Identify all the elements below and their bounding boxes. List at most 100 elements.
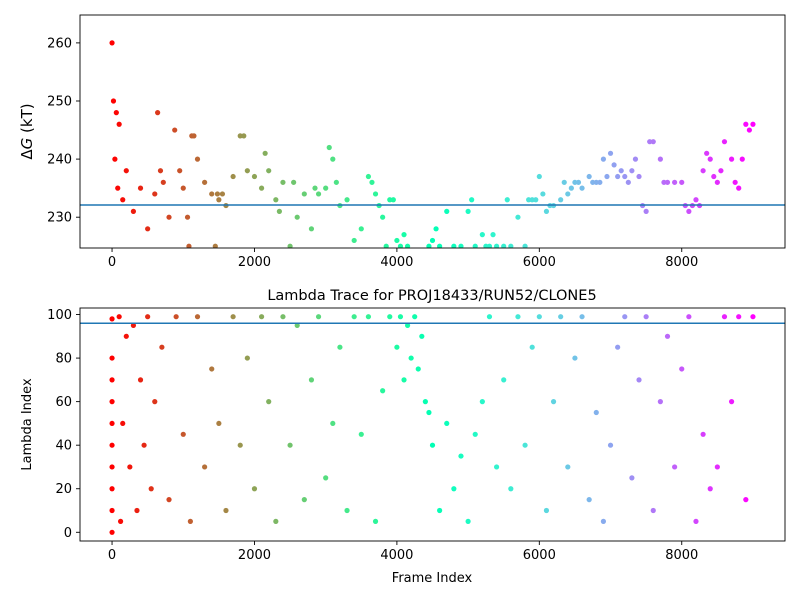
data-point: [115, 185, 121, 191]
data-point: [465, 518, 471, 525]
data-point: [404, 243, 411, 248]
data-point: [394, 237, 400, 244]
data-point: [166, 214, 172, 220]
data-point: [422, 399, 428, 405]
x-tick-label: 2000: [238, 548, 271, 563]
data-point: [280, 314, 286, 320]
data-point: [130, 208, 137, 214]
data-point: [330, 420, 336, 427]
data-point: [312, 185, 318, 191]
data-point: [444, 420, 450, 427]
data-point: [344, 197, 350, 203]
data-point: [219, 191, 226, 197]
data-point: [177, 168, 183, 174]
data-point: [273, 518, 279, 525]
data-point: [191, 133, 197, 139]
data-point: [522, 442, 528, 448]
data-point: [743, 497, 749, 503]
delta-g-x-ticks: 0 2000 4000 6000 8000: [108, 248, 698, 270]
data-point: [301, 497, 307, 503]
data-point: [486, 314, 493, 320]
y-tick-label: 250: [47, 94, 72, 109]
data-point: [565, 191, 571, 197]
data-point: [344, 507, 350, 514]
lambda-trace-chart: Lambda Trace for PROJ18433/RUN52/CLONE5 …: [20, 288, 786, 586]
data-point: [308, 226, 315, 232]
data-point: [180, 431, 186, 437]
data-point: [401, 377, 407, 383]
data-point: [636, 173, 642, 180]
data-point: [586, 173, 592, 180]
data-point: [664, 179, 671, 185]
data-point: [358, 431, 364, 437]
data-point: [351, 314, 357, 320]
y-tick-label: 80: [55, 352, 72, 367]
data-point: [112, 156, 118, 162]
data-point: [526, 197, 532, 203]
data-point: [746, 127, 752, 133]
data-point: [444, 208, 450, 214]
data-point: [433, 226, 439, 232]
data-point: [451, 486, 457, 492]
data-point: [700, 431, 706, 437]
data-point: [739, 156, 745, 162]
data-point: [657, 399, 663, 405]
data-point: [486, 243, 493, 248]
data-point: [127, 464, 133, 470]
data-point: [120, 420, 126, 427]
data-point: [615, 344, 621, 350]
data-point: [241, 133, 247, 139]
data-point: [187, 518, 193, 525]
data-point: [568, 185, 574, 191]
data-point: [736, 185, 742, 191]
data-point: [728, 399, 735, 405]
data-point: [607, 150, 614, 156]
data-point: [593, 179, 599, 185]
data-point: [458, 243, 464, 248]
data-point: [622, 173, 628, 180]
data-point: [109, 486, 115, 492]
x-tick-label: 0: [108, 255, 116, 270]
data-point: [686, 208, 692, 214]
data-point: [116, 314, 122, 320]
lambda-trace-title: Lambda Trace for PROJ18433/RUN52/CLONE5: [267, 288, 596, 304]
data-point: [113, 110, 119, 116]
data-point: [287, 442, 293, 448]
data-point: [693, 197, 699, 203]
data-point: [117, 518, 124, 525]
data-point: [472, 243, 478, 248]
data-point: [294, 214, 300, 220]
data-point: [679, 366, 685, 372]
data-point: [693, 518, 699, 525]
data-point: [479, 399, 485, 405]
data-point: [358, 226, 364, 232]
data-point: [116, 121, 122, 127]
data-point: [110, 98, 117, 104]
data-point: [262, 150, 268, 156]
data-point: [504, 197, 510, 203]
y-tick-label: 40: [55, 439, 72, 454]
data-point: [244, 355, 250, 361]
lambda-axes-frame: [79, 307, 786, 542]
data-point: [301, 191, 307, 197]
data-point: [141, 442, 147, 448]
data-point: [657, 156, 663, 162]
data-point: [212, 243, 218, 248]
data-point: [266, 168, 272, 174]
data-point: [159, 344, 165, 350]
data-point: [365, 173, 372, 180]
data-point: [180, 185, 186, 191]
data-point: [323, 475, 329, 481]
data-point: [479, 232, 485, 238]
data-point: [251, 486, 258, 492]
data-point: [273, 197, 279, 203]
data-point: [383, 243, 389, 248]
data-point: [372, 191, 379, 197]
data-point: [258, 185, 265, 191]
data-point: [230, 173, 236, 180]
data-point: [686, 314, 692, 320]
data-point: [550, 399, 557, 405]
data-point: [529, 344, 535, 350]
data-point: [137, 185, 144, 191]
data-point: [607, 442, 614, 448]
